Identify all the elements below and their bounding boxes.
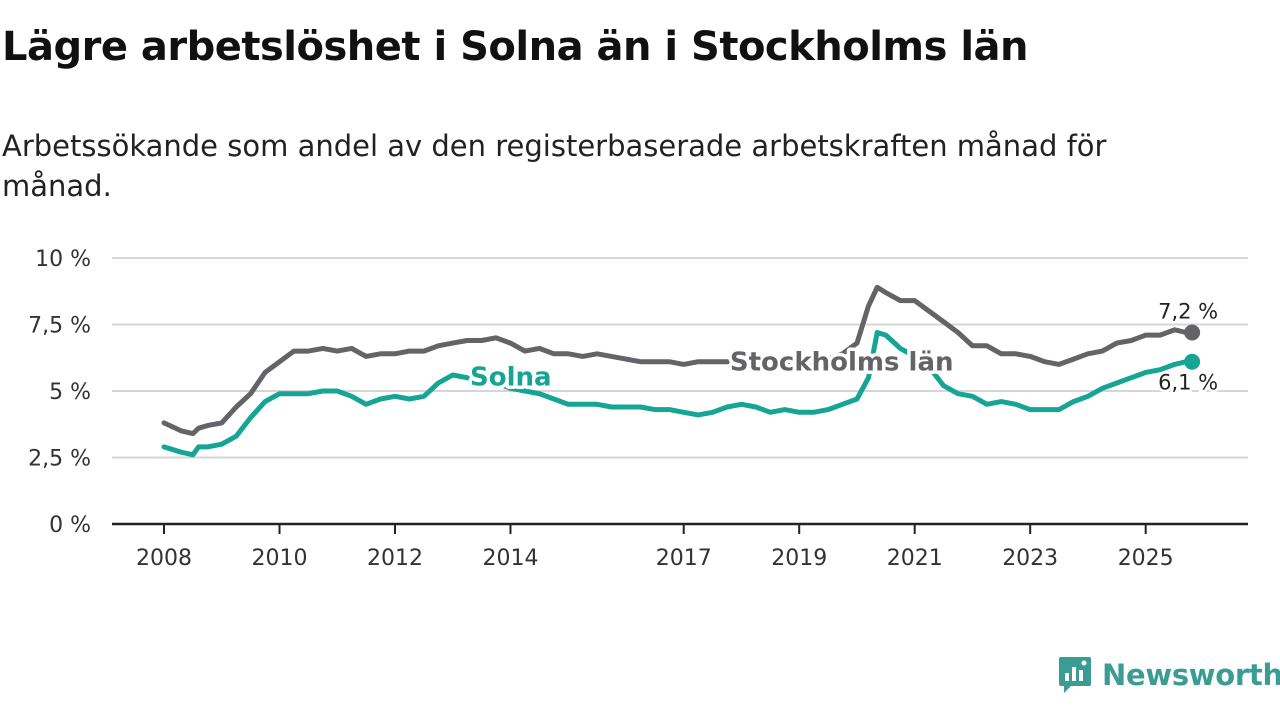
- series-label: Stockholms län: [730, 348, 954, 378]
- chart-subtitle: Arbetssökande som andel av den registerb…: [2, 129, 1107, 203]
- x-tick-label: 2025: [1118, 546, 1174, 571]
- brand-name: Newsworthy: [1102, 658, 1280, 692]
- x-tick-label: 2008: [136, 546, 192, 571]
- series-line-stockholms-l-n: [161, 284, 1189, 437]
- end-marker: [1184, 324, 1201, 341]
- x-tick-label: 2019: [771, 546, 827, 571]
- x-tick-label: 2017: [656, 546, 712, 571]
- chart-title: Lägre arbetslöshet i Solna än i Stockhol…: [2, 24, 1029, 70]
- y-tick-label: 10 %: [35, 247, 91, 272]
- chart-badge-icon: [1059, 657, 1091, 693]
- end-value-label: 7,2 %: [1158, 299, 1218, 323]
- x-axis: 2008 2010 2012 2014 2017 2019 2021 2023 2025: [112, 522, 1248, 571]
- end-markers: 7,2 % 6,1 %: [1156, 297, 1221, 397]
- newsworthy-logo: Newsworthy: [1058, 654, 1280, 696]
- y-tick-label: 7,5 %: [28, 314, 91, 339]
- x-tick-label: 2021: [887, 546, 943, 571]
- x-tick-label: 2023: [1002, 546, 1058, 571]
- series-label: Solna: [470, 362, 552, 392]
- x-tick-label: 2012: [367, 546, 423, 571]
- y-tick-label: 0 %: [49, 513, 91, 538]
- x-tick-label: 2010: [251, 546, 307, 571]
- series-labels: Stockholms län Solna: [467, 344, 957, 396]
- series-lines: [161, 284, 1189, 458]
- y-axis-tick-labels: 0 % 2,5 % 5 % 7,5 % 10 %: [28, 247, 91, 538]
- y-tick-label: 5 %: [49, 380, 91, 405]
- end-value-label: 6,1 %: [1158, 371, 1218, 395]
- grid-lines: [112, 257, 1248, 459]
- y-tick-label: 2,5 %: [28, 447, 91, 472]
- series-line-solna: [161, 330, 1189, 458]
- end-marker: [1184, 353, 1201, 370]
- x-tick-label: 2014: [482, 546, 538, 571]
